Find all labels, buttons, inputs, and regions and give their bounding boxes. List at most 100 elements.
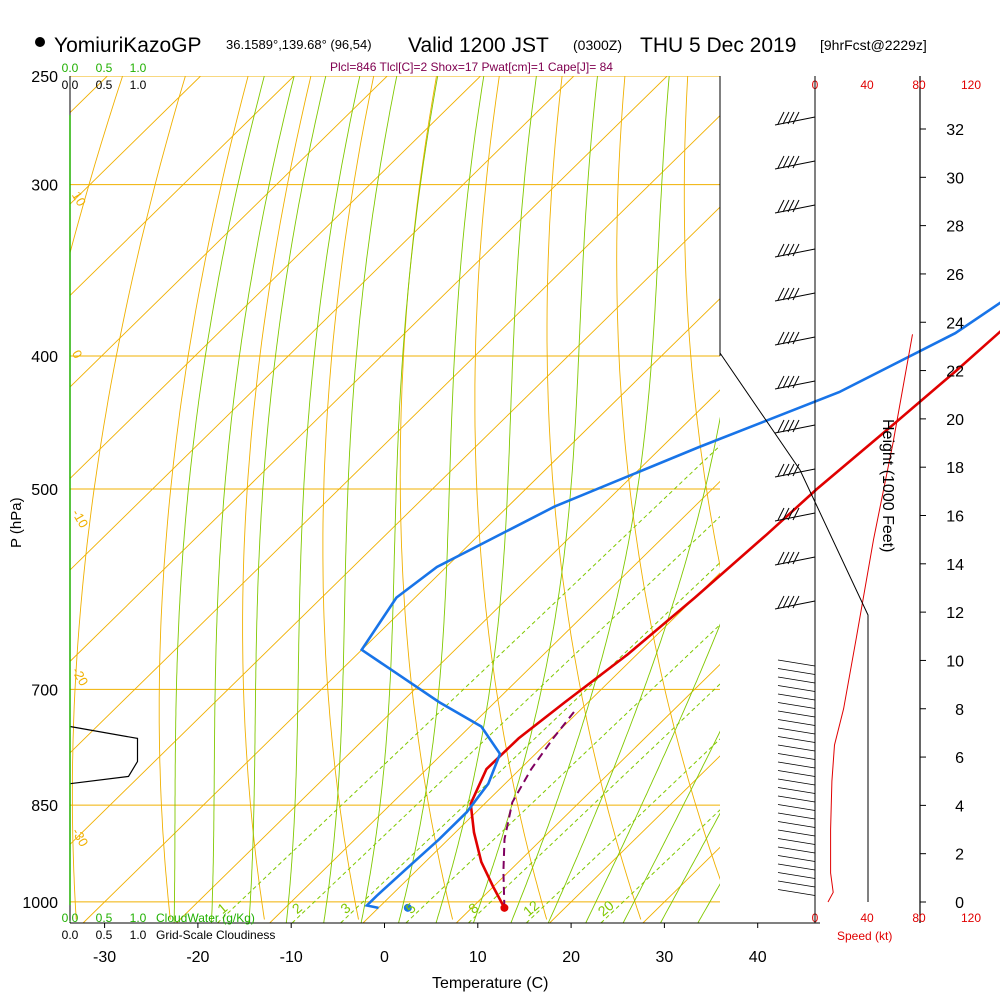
dewpoint-curve: [359, 301, 1000, 910]
speed-tick-label-top: 120: [961, 78, 981, 92]
wind-barb-feather: [777, 595, 785, 609]
axes-layer: 100-10-20-300102030123581220250300400500…: [22, 61, 981, 966]
indices-line: Plcl=846 Tlcl[C]=2 Shox=17 Pwat[cm]=1 Ca…: [330, 60, 613, 74]
wind-barb-feather: [787, 507, 795, 521]
wind-barb-feather: [782, 199, 790, 213]
wind-barb-feather: [777, 287, 785, 301]
wind-barb-feather: [787, 331, 795, 345]
pressure-tick-label: 400: [31, 349, 58, 366]
isotherm-line: [70, 76, 201, 205]
wind-barb-lower: [777, 821, 816, 828]
station-name: YomiuriKazoGP: [54, 34, 201, 57]
wind-barb-lower: [777, 838, 816, 845]
wind-barb-lower: [777, 719, 816, 726]
wind-barb-feather: [792, 419, 800, 433]
mixing-ratio-line: [405, 624, 720, 923]
moist-adiabat-line: [323, 76, 398, 923]
isotherm-line: [362, 572, 720, 923]
barb-frame-line: [719, 352, 869, 902]
wind-barb-lower: [777, 761, 816, 769]
wind-barb-feather: [787, 111, 795, 125]
height-tick-label: 24: [946, 315, 964, 332]
isotherm-line: [70, 115, 720, 754]
wind-barb-feather: [777, 243, 785, 257]
cloud-scale-label: 0.0: [62, 61, 79, 75]
pressure-tick-label: 300: [31, 178, 58, 195]
temperature-tick-label: 30: [656, 949, 674, 966]
moist-adiabat-line: [398, 76, 485, 923]
wind-barb-feather: [777, 463, 785, 477]
surface-dewpoint-point: [403, 903, 412, 912]
dry-adiabat-line: [399, 76, 454, 920]
y-axis-label: P (hPa): [8, 497, 25, 548]
speed-tick-label-top: 80: [912, 78, 926, 92]
wind-barb-lower: [777, 736, 816, 743]
wind-barb-lower: [777, 727, 816, 735]
cloud-scale-label: 0.0: [62, 78, 79, 92]
mixing-ratio-line: [600, 809, 720, 923]
pressure-tick-label: 250: [31, 69, 58, 86]
isotherm-line: [70, 76, 295, 297]
temperature-tick-label: 40: [749, 949, 767, 966]
dry-adiabat-line: [474, 76, 548, 920]
height-tick-label: 10: [946, 653, 964, 670]
wind-barb-feather: [792, 331, 800, 345]
isotherm-line: [642, 846, 720, 923]
wind-barb-lower: [777, 880, 816, 888]
dry-adiabat-line: [322, 76, 375, 920]
station-coords: 36.1589°,139.68° (96,54): [226, 37, 372, 52]
cloud-scale-label: 0.5: [96, 928, 113, 942]
isotherm-line: [82, 297, 720, 923]
dry-adiabat-label: 0: [69, 347, 86, 361]
wind-barb-feather: [792, 155, 800, 169]
cloudiness-profile: [69, 725, 139, 785]
isotherm-line: [70, 76, 388, 388]
cloud-scale-label: 0.0: [62, 911, 79, 925]
wind-barb-lower: [777, 685, 816, 692]
wind-barb-lower: [777, 770, 816, 777]
wind-barb-feather: [787, 463, 795, 477]
wind-barb-lower: [777, 659, 816, 667]
isotherm-line: [70, 76, 575, 571]
temperature-tick-label: -20: [186, 949, 209, 966]
wind-speed-curve: [827, 334, 913, 903]
wind-barb-lower: [777, 855, 816, 862]
wind-barb-feather: [782, 419, 790, 433]
wind-barb-lower: [777, 846, 816, 854]
temperature-tick-label: 20: [562, 949, 580, 966]
wind-barb-feather: [782, 463, 790, 477]
cloud-water-label: CloudWater (g/Kg): [156, 911, 255, 925]
temperature-tick-label: 0: [380, 949, 389, 966]
wind-barb-feather: [777, 419, 785, 433]
wind-barb-feather: [792, 243, 800, 257]
wind-barb-feather: [792, 463, 800, 477]
height-axis-label: Height (1000 Feet): [879, 419, 896, 552]
isotherm-line: [923, 76, 1000, 923]
moist-adiabat-line: [585, 623, 720, 923]
speed-tick-label-bottom: 120: [961, 911, 981, 925]
height-tick-label: 30: [946, 170, 964, 187]
wind-barb-lower: [777, 676, 816, 684]
isotherm-line: [455, 663, 720, 923]
mixing-ratio-line: [340, 561, 720, 923]
wind-barb-feather: [792, 287, 800, 301]
wind-barb-feather: [787, 419, 795, 433]
isotherm-line: [549, 755, 720, 923]
mixing-ratio-label: 20: [595, 897, 617, 919]
x-axis-label: Temperature (C): [432, 975, 548, 992]
wind-barb-feather: [782, 375, 790, 389]
wind-barb-feather: [782, 595, 790, 609]
wind-barb-lower: [777, 812, 816, 820]
mixing-ratio-line: [291, 515, 720, 923]
dry-adiabat-label: -10: [69, 507, 91, 531]
moist-adiabat-line: [173, 76, 265, 923]
wind-barb-feather: [777, 375, 785, 389]
wind-barb-feather: [777, 331, 785, 345]
wind-barb-lower: [777, 872, 816, 879]
isotherm-line: [70, 206, 720, 846]
wind-barb-feather: [782, 243, 790, 257]
temperature-tick-label: -30: [93, 949, 116, 966]
cloud-scale-label: 1.0: [130, 61, 147, 75]
wind-barb-lower: [777, 863, 816, 871]
speed-tick-label-bottom: 40: [860, 911, 874, 925]
